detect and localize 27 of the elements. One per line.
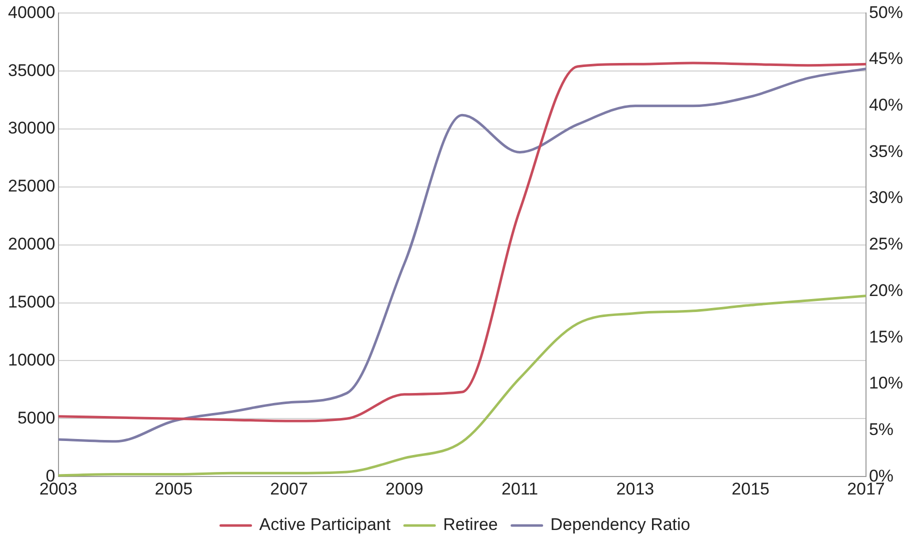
legend-label: Retiree [443, 515, 498, 534]
y-tick-label: 30000 [8, 118, 56, 138]
x-tick-label: 2011 [502, 479, 538, 498]
y2-tick-label: 5% [868, 420, 894, 439]
y2-tick-label: 15% [868, 327, 904, 346]
x-tick-label: 2015 [732, 479, 770, 498]
y-tick-label: 25000 [8, 176, 56, 196]
y-tick-label: 20000 [8, 234, 56, 254]
y2-tick-label: 50% [868, 2, 904, 22]
y2-tick-label: 10% [868, 374, 904, 393]
y-tick-label: 40000 [8, 2, 56, 22]
legend-label: Active Participant [259, 515, 391, 534]
legend-label: Dependency Ratio [550, 515, 690, 534]
y-tick-label: 10000 [8, 350, 56, 370]
y2-tick-label: 45% [868, 49, 904, 68]
y2-tick-label: 40% [868, 96, 904, 115]
x-tick-label: 2005 [154, 479, 193, 498]
y2-tick-label: 35% [868, 142, 904, 161]
y2-tick-label: 20% [868, 280, 904, 300]
y-tick-label: 5000 [17, 408, 56, 428]
y-tick-label: 15000 [8, 292, 56, 312]
x-tick-label: 2013 [616, 479, 654, 498]
y2-tick-label: 30% [868, 188, 904, 208]
y-tick-label: 35000 [8, 60, 56, 80]
x-tick-label: 2007 [270, 479, 308, 498]
x-tick-label: 2009 [386, 479, 424, 498]
y2-tick-label: 25% [868, 234, 904, 254]
